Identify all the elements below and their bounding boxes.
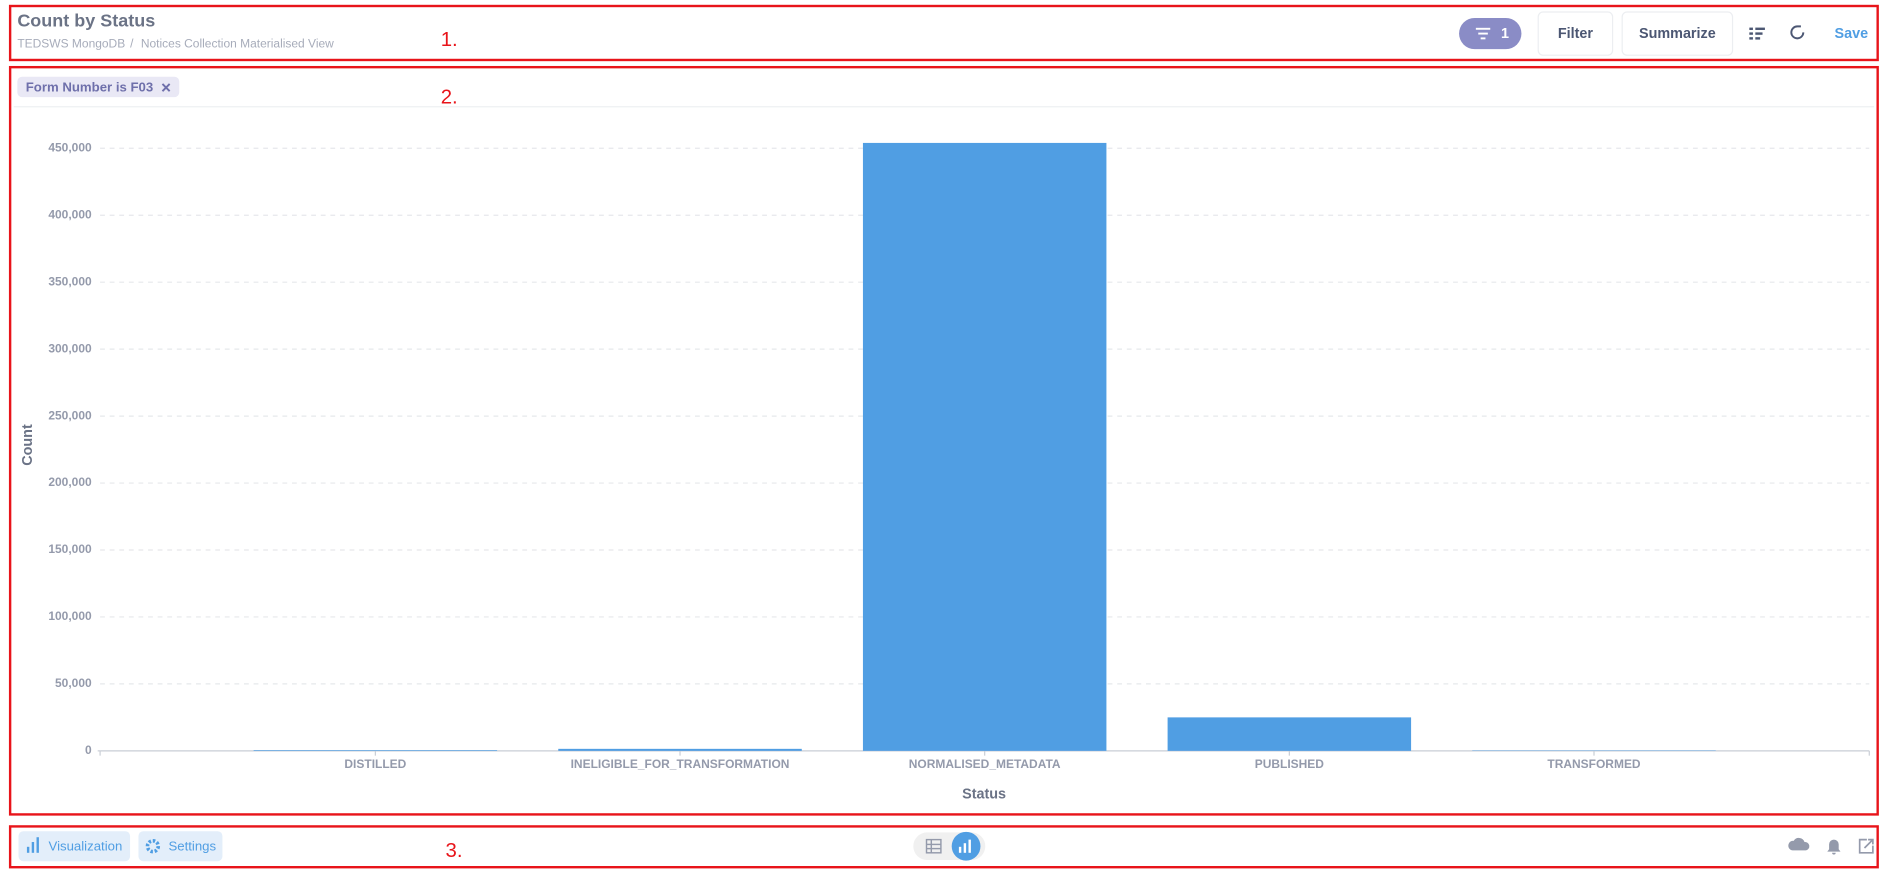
y-tick-label: 350,000: [48, 274, 92, 288]
y-tick-label: 400,000: [48, 207, 92, 221]
filter-pill[interactable]: 1: [1459, 17, 1522, 50]
refresh-icon[interactable]: [1790, 25, 1805, 40]
summarize-button-label: Summarize: [1639, 26, 1716, 42]
share-icon[interactable]: [1858, 838, 1874, 854]
y-tick-label: 0: [85, 743, 92, 757]
visualization-label: Visualization: [49, 838, 123, 853]
x-tick-label: INELIGIBLE_FOR_TRANSFORMATION: [571, 757, 790, 771]
annotation-label: 2.: [441, 87, 458, 109]
x-tick-label: NORMALISED_METADATA: [909, 757, 1061, 771]
filter-chip-remove[interactable]: [161, 83, 171, 92]
breadcrumb-db[interactable]: TEDSWS MongoDB: [17, 37, 125, 51]
annotation-boxes: [8, 4, 1879, 869]
save-button[interactable]: Save: [1834, 26, 1868, 42]
y-tick-label: 200,000: [48, 475, 92, 489]
bar: [558, 748, 802, 751]
x-tick-label: TRANSFORMED: [1547, 757, 1641, 771]
chart: 0 50,000 100,000 150,000 200,000 250,000 300,0…: [20, 140, 1870, 802]
y-tick-label: 50,000: [55, 676, 92, 690]
filter-chip-label: Form Number is F03: [26, 80, 154, 95]
x-tick-label: PUBLISHED: [1255, 757, 1325, 771]
title: Count by Status: [17, 10, 155, 30]
editor-icon[interactable]: [1749, 27, 1765, 40]
x-axis-label: Status: [962, 786, 1006, 802]
filter-button-label: Filter: [1558, 26, 1594, 42]
bar: [862, 142, 1107, 751]
y-tick-label: 150,000: [48, 542, 92, 556]
visualization-icon: [26, 837, 39, 853]
settings-label: Settings: [168, 838, 216, 853]
y-tick-label: 250,000: [48, 408, 92, 422]
bar: [1167, 717, 1412, 751]
bar: [253, 750, 498, 751]
summarize-button[interactable]: [1621, 11, 1734, 56]
table-view-icon[interactable]: [925, 838, 942, 854]
y-axis-label: Count: [20, 424, 36, 466]
annotation-label: 1.: [441, 29, 458, 51]
y-tick-label: 300,000: [48, 341, 92, 355]
settings-button[interactable]: [138, 831, 223, 862]
filter-button[interactable]: [1537, 11, 1614, 56]
alert-icon[interactable]: [1827, 839, 1841, 855]
breadcrumb-separator: /: [130, 37, 134, 51]
y-tick-label: 450,000: [48, 140, 92, 154]
y-tick-label: 100,000: [48, 609, 92, 623]
visualization-button[interactable]: [18, 831, 131, 862]
annotation-label: 3.: [446, 840, 463, 862]
breadcrumb-table[interactable]: Notices Collection Materialised View: [141, 37, 334, 51]
x-tick-label: DISTILLED: [344, 757, 406, 771]
settings-icon: [145, 839, 161, 854]
download-icon[interactable]: [1788, 837, 1810, 851]
filter-chip[interactable]: [17, 76, 180, 98]
filter-count: 1: [1501, 26, 1509, 42]
